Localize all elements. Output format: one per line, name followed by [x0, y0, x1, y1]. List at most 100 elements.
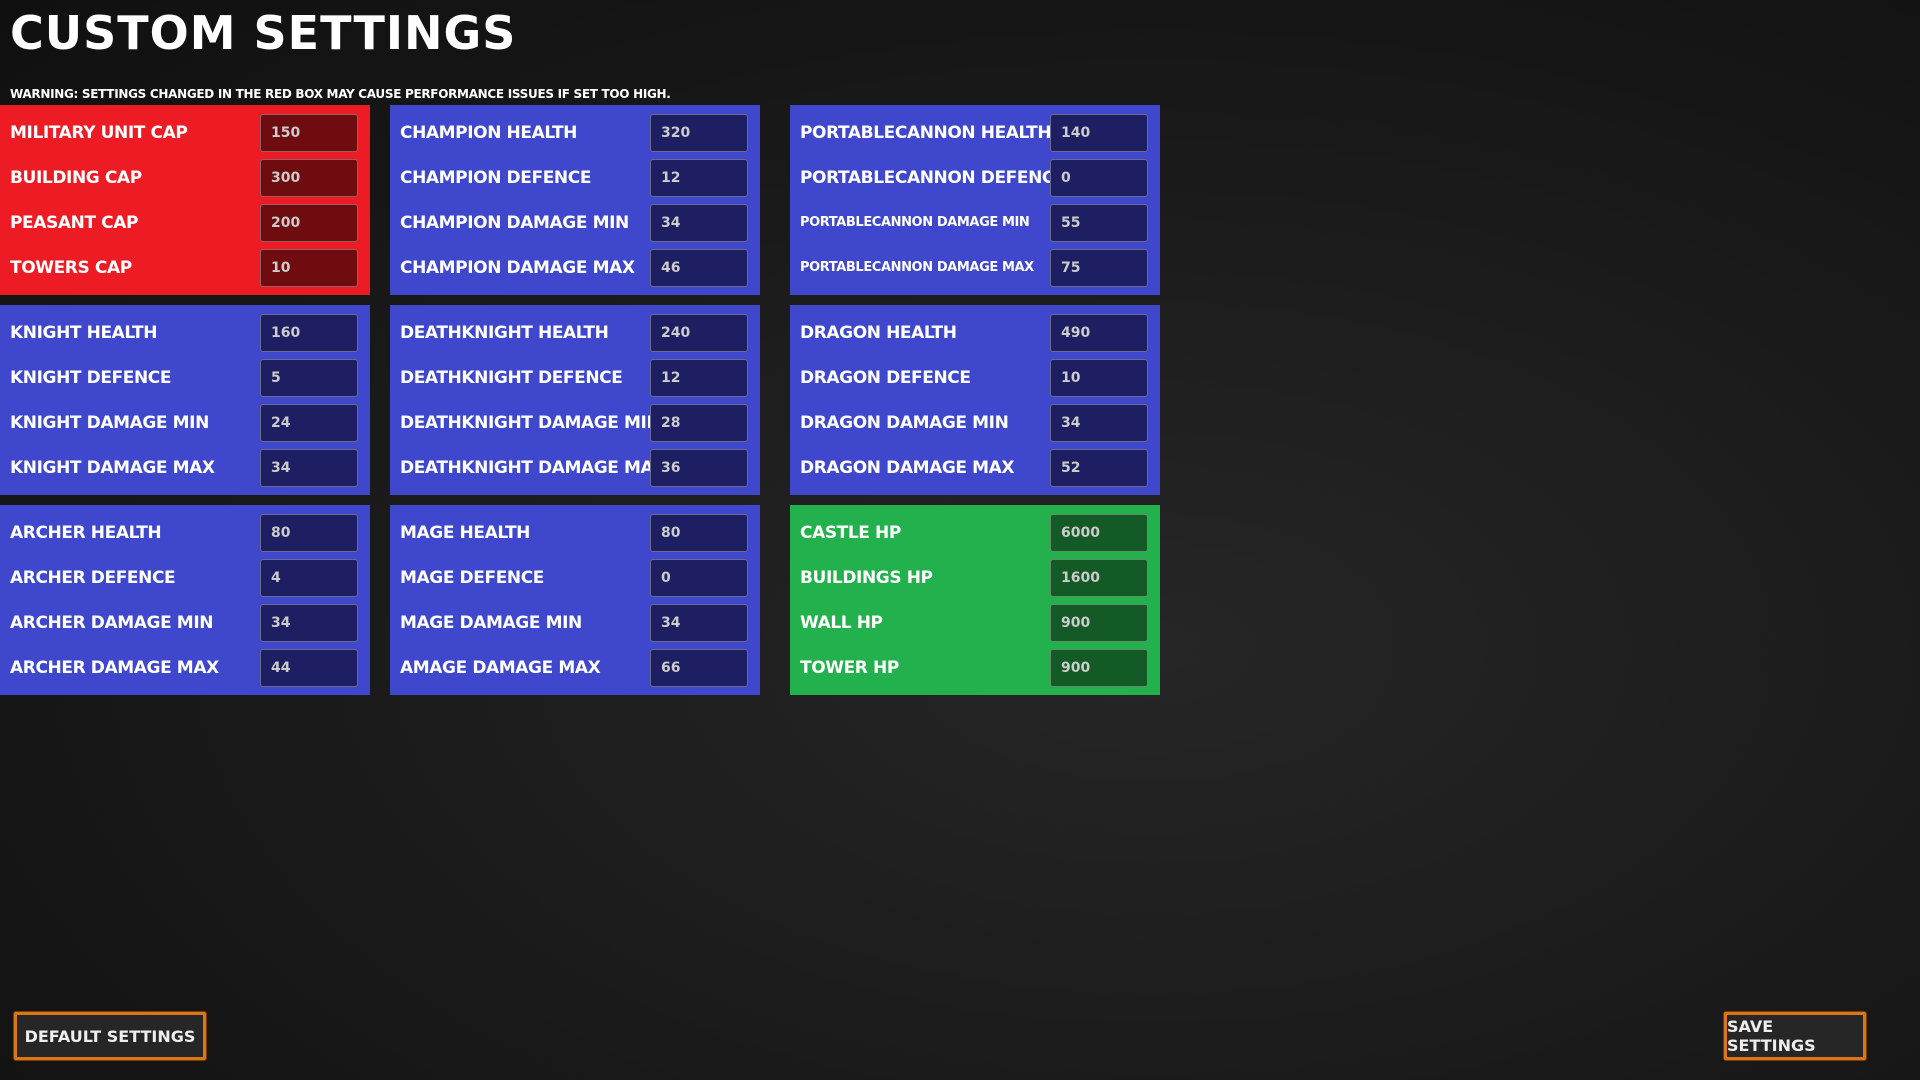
setting-label: Amage Damage Max: [400, 658, 601, 678]
setting-label: Knight Damage Min: [10, 413, 209, 433]
setting-input[interactable]: [650, 359, 748, 397]
setting-row: Tower HP: [790, 648, 1160, 688]
setting-row: PortableCannon Damage Max: [790, 248, 1160, 288]
setting-input[interactable]: [1050, 559, 1148, 597]
setting-label: DeathKnight Damage Min: [400, 413, 661, 433]
setting-row: Knight Damage Max: [0, 448, 370, 488]
setting-label: Wall HP: [800, 613, 883, 633]
setting-label: Military Unit Cap: [10, 123, 188, 143]
setting-input[interactable]: [1050, 114, 1148, 152]
setting-input[interactable]: [1050, 649, 1148, 687]
setting-label: PortableCannon Health: [800, 123, 1052, 143]
setting-label: DeathKnight Damage Max: [400, 458, 667, 478]
setting-input[interactable]: [650, 649, 748, 687]
setting-label: Archer Defence: [10, 568, 176, 588]
setting-label: Champion Damage Min: [400, 213, 629, 233]
setting-row: DeathKnight Defence: [390, 358, 760, 398]
setting-row: Mage Defence: [390, 558, 760, 598]
setting-input[interactable]: [650, 604, 748, 642]
setting-input[interactable]: [260, 559, 358, 597]
setting-row: DeathKnight Health: [390, 313, 760, 353]
setting-row: Knight Damage Min: [0, 403, 370, 443]
settings-panel-green: Castle HP Buildings HP Wall HP Tower HP: [790, 505, 1160, 695]
setting-label: DeathKnight Health: [400, 323, 609, 343]
setting-row: PortableCannon Damage Min: [790, 203, 1160, 243]
setting-input[interactable]: [650, 514, 748, 552]
settings-panel-blue: Mage Health Mage Defence Mage Damage Min Am…: [390, 505, 760, 695]
setting-input[interactable]: [650, 114, 748, 152]
setting-input[interactable]: [260, 159, 358, 197]
setting-label: Archer Health: [10, 523, 162, 543]
settings-panel-blue: Archer Health Archer Defence Archer Damage…: [0, 505, 370, 695]
setting-label: Archer Damage Max: [10, 658, 219, 678]
setting-input[interactable]: [260, 359, 358, 397]
setting-row: DeathKnight Damage Min: [390, 403, 760, 443]
setting-row: Champion Damage Max: [390, 248, 760, 288]
setting-label: Dragon Health: [800, 323, 957, 343]
setting-row: Dragon Damage Max: [790, 448, 1160, 488]
setting-input[interactable]: [1050, 249, 1148, 287]
setting-input[interactable]: [1050, 359, 1148, 397]
setting-label: Dragon Damage Max: [800, 458, 1015, 478]
setting-input[interactable]: [260, 649, 358, 687]
setting-row: Knight Health: [0, 313, 370, 353]
setting-label: Dragon Damage Min: [800, 413, 1009, 433]
setting-input[interactable]: [260, 249, 358, 287]
settings-panel-red: Military Unit Cap Building Cap Peasant Cap…: [0, 105, 370, 295]
setting-row: Dragon Defence: [790, 358, 1160, 398]
setting-row: Dragon Health: [790, 313, 1160, 353]
setting-row: Building Cap: [0, 158, 370, 198]
setting-input[interactable]: [260, 314, 358, 352]
setting-label: Knight Health: [10, 323, 158, 343]
setting-label: Knight Defence: [10, 368, 172, 388]
setting-row: Archer Damage Max: [0, 648, 370, 688]
settings-panel-blue: Champion Health Champion Defence Champion …: [390, 105, 760, 295]
setting-input[interactable]: [650, 204, 748, 242]
setting-input[interactable]: [1050, 159, 1148, 197]
setting-label: Building Cap: [10, 168, 142, 188]
setting-input[interactable]: [1050, 204, 1148, 242]
setting-input[interactable]: [1050, 449, 1148, 487]
setting-input[interactable]: [260, 114, 358, 152]
setting-row: PortableCannon Health: [790, 113, 1160, 153]
setting-label: DeathKnight Defence: [400, 368, 623, 388]
setting-label: Champion Defence: [400, 168, 592, 188]
setting-label: PortableCannon Damage Max: [800, 260, 1034, 275]
settings-panel-blue: DeathKnight Health DeathKnight Defence Dea…: [390, 305, 760, 495]
settings-panel-blue: Knight Health Knight Defence Knight Damage…: [0, 305, 370, 495]
save-settings-button[interactable]: Save Settings: [1724, 1012, 1866, 1060]
setting-input[interactable]: [650, 559, 748, 597]
setting-row: Archer Defence: [0, 558, 370, 598]
setting-row: Mage Health: [390, 513, 760, 553]
setting-label: Tower HP: [800, 658, 899, 678]
setting-row: Military Unit Cap: [0, 113, 370, 153]
setting-input[interactable]: [260, 404, 358, 442]
setting-input[interactable]: [260, 604, 358, 642]
setting-input[interactable]: [260, 449, 358, 487]
setting-input[interactable]: [650, 249, 748, 287]
setting-input[interactable]: [260, 204, 358, 242]
setting-input[interactable]: [650, 449, 748, 487]
setting-row: Towers Cap: [0, 248, 370, 288]
setting-label: Dragon Defence: [800, 368, 971, 388]
setting-label: Buildings HP: [800, 568, 933, 588]
setting-label: Archer Damage Min: [10, 613, 214, 633]
default-settings-button[interactable]: Default Settings: [14, 1012, 206, 1060]
setting-input[interactable]: [1050, 604, 1148, 642]
setting-input[interactable]: [260, 514, 358, 552]
setting-input[interactable]: [650, 404, 748, 442]
setting-input[interactable]: [1050, 314, 1148, 352]
setting-label: PortableCannon Defence: [800, 168, 1066, 188]
setting-input[interactable]: [1050, 404, 1148, 442]
setting-label: Champion Damage Max: [400, 258, 635, 278]
setting-row: Amage Damage Max: [390, 648, 760, 688]
setting-row: Dragon Damage Min: [790, 403, 1160, 443]
page-title: Custom Settings: [10, 6, 517, 60]
setting-label: Castle HP: [800, 523, 901, 543]
settings-panel-blue: Dragon Health Dragon Defence Dragon Damage…: [790, 305, 1160, 495]
setting-row: Archer Health: [0, 513, 370, 553]
setting-label: Mage Health: [400, 523, 530, 543]
setting-input[interactable]: [650, 159, 748, 197]
setting-input[interactable]: [1050, 514, 1148, 552]
setting-input[interactable]: [650, 314, 748, 352]
